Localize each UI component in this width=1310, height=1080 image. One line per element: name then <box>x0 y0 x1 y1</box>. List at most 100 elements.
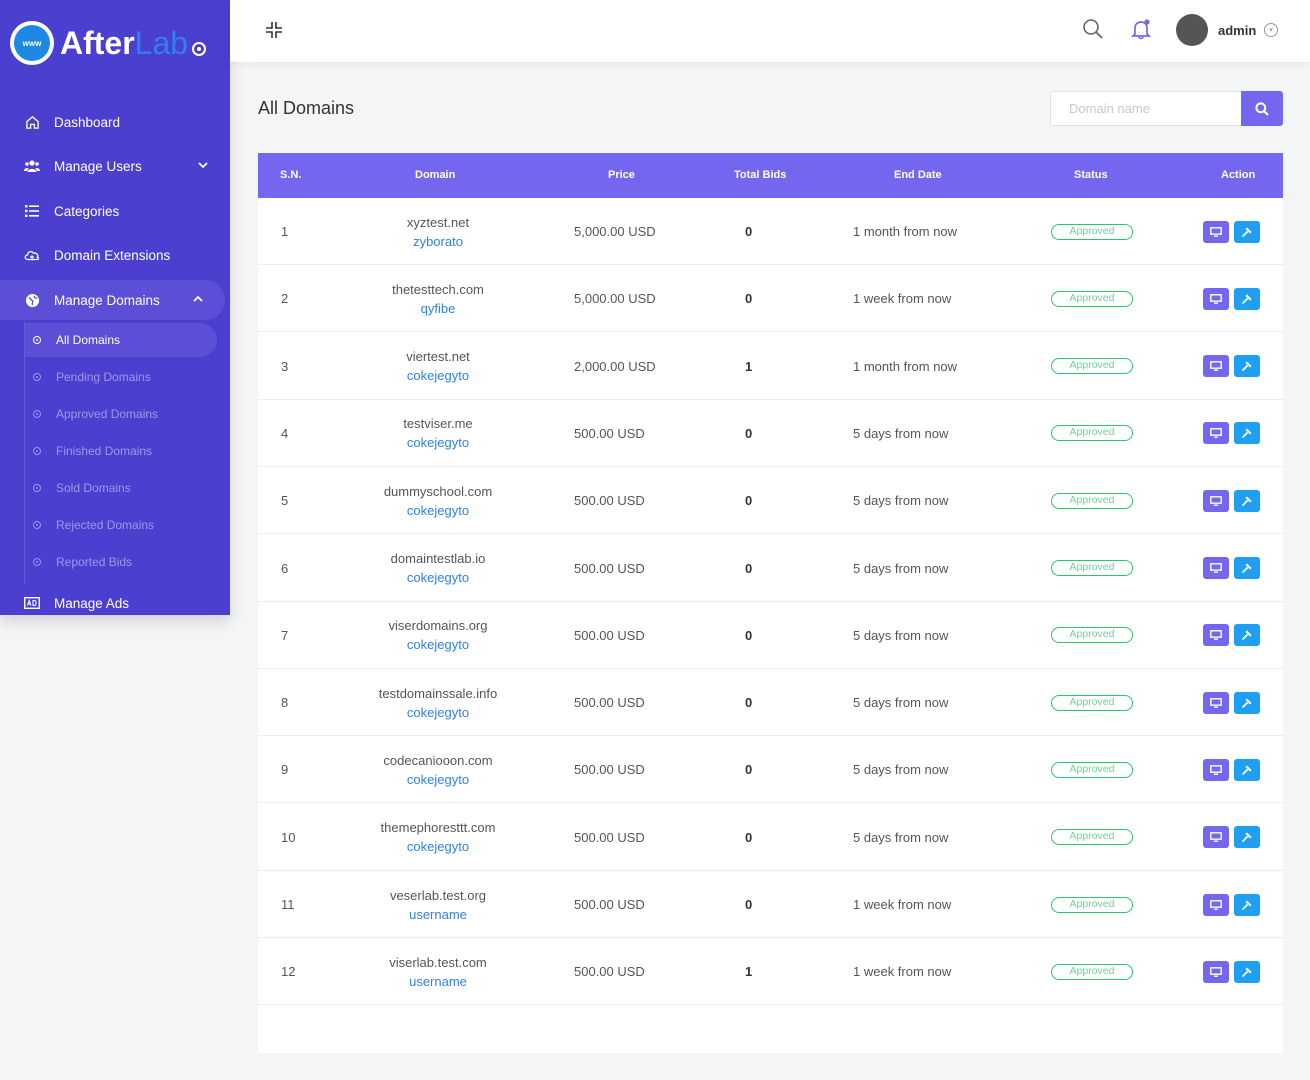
home-icon <box>24 114 40 130</box>
owner-username-link[interactable]: username <box>409 973 467 989</box>
domain-name: domaintestlab.io <box>390 551 486 566</box>
search-button[interactable] <box>1241 91 1283 126</box>
sidebar-subitem-pending-domains[interactable]: Pending Domains <box>25 360 217 394</box>
row-end-date: 1 month from now <box>853 224 958 239</box>
table-row: 12 viserlab.test.com username 500.00 USD… <box>258 938 1283 1006</box>
row-price: 500.00 USD <box>574 897 645 912</box>
monitor-icon <box>1210 495 1222 506</box>
owner-username-link[interactable]: cokejegyto <box>406 502 470 518</box>
row-domain: viserlab.test.com username <box>358 938 518 1005</box>
status-badge: Approved <box>1051 290 1133 307</box>
owner-username-link[interactable]: cokejegyto <box>406 435 470 451</box>
view-details-button[interactable] <box>1203 220 1229 243</box>
row-status: Approved <box>1051 804 1133 871</box>
sidebar-item-dashboard[interactable]: Dashboard <box>0 102 230 142</box>
bid-hammer-button[interactable] <box>1234 893 1260 916</box>
row-status: Approved <box>1051 198 1133 265</box>
bid-hammer-button[interactable] <box>1234 287 1260 310</box>
view-details-button[interactable] <box>1203 624 1229 647</box>
owner-username-link[interactable]: cokejegyto <box>406 704 470 720</box>
sidebar-item-manage-ads[interactable]: Manage Ads <box>0 583 230 623</box>
view-details-button[interactable] <box>1203 422 1229 445</box>
topbar: admin ▾ <box>230 0 1310 62</box>
owner-username-link[interactable]: zyborato <box>413 233 463 249</box>
row-domain: testdomainssale.info cokejegyto <box>358 669 518 736</box>
domains-table: S.N. Domain Price Total Bids End Date St… <box>258 153 1283 1053</box>
row-total-bids: 0 <box>745 425 753 441</box>
row-sn: 5 <box>281 493 289 509</box>
sidebar-subitem-sold-domains[interactable]: Sold Domains <box>25 471 217 505</box>
row-status: Approved <box>1051 400 1133 467</box>
bid-hammer-button[interactable] <box>1234 557 1260 579</box>
collapse-icon[interactable] <box>264 20 284 40</box>
search-icon[interactable] <box>1082 18 1104 40</box>
sidebar-item-categories[interactable]: Categories <box>0 191 230 231</box>
gavel-icon <box>1241 698 1252 708</box>
sidebar-item-manage-users[interactable]: Manage Users <box>0 146 230 186</box>
sidebar-subitem-rejected-domains[interactable]: Rejected Domains <box>25 508 217 542</box>
view-details-button[interactable] <box>1203 287 1229 310</box>
table-row: 1 xyztest.net zyborato 5,000.00 USD 0 1 … <box>258 198 1283 265</box>
owner-username-link[interactable]: cokejegyto <box>406 839 470 855</box>
monitor-icon <box>1210 226 1222 237</box>
avatar[interactable] <box>1176 14 1208 46</box>
owner-username-link[interactable]: cokejegyto <box>406 570 470 585</box>
header-domain: Domain <box>415 169 456 181</box>
row-domain: domaintestlab.io cokejegyto <box>358 535 518 602</box>
view-details-button[interactable] <box>1203 893 1229 916</box>
ad-icon <box>24 595 40 611</box>
view-details-button[interactable] <box>1203 960 1229 983</box>
bid-hammer-button[interactable] <box>1234 691 1260 714</box>
owner-username-link[interactable]: cokejegyto <box>406 368 470 384</box>
row-status: Approved <box>1051 265 1133 332</box>
sidebar: www AfterLab Dashboard Manage Users Cate… <box>0 0 230 615</box>
globe-icon: www <box>10 21 54 65</box>
bid-hammer-button[interactable] <box>1234 624 1260 647</box>
domain-name: viserlab.test.com <box>389 954 487 970</box>
bid-hammer-button[interactable] <box>1234 758 1260 781</box>
row-status: Approved <box>1051 669 1133 736</box>
view-details-button[interactable] <box>1203 557 1229 579</box>
view-details-button[interactable] <box>1203 826 1229 849</box>
sidebar-item-manage-domains[interactable]: Manage Domains <box>0 280 225 320</box>
bid-hammer-button[interactable] <box>1234 355 1260 378</box>
sidebar-subitem-finished-domains[interactable]: Finished Domains <box>25 434 217 468</box>
chevron-down-icon[interactable]: ▾ <box>1264 23 1278 37</box>
status-badge: Approved <box>1051 223 1133 240</box>
row-status: Approved <box>1051 333 1133 400</box>
owner-username-link[interactable]: qyfibe <box>420 300 456 316</box>
brand-logo[interactable]: www AfterLab <box>10 18 207 68</box>
table-row: 3 viertest.net cokejegyto 2,000.00 USD 1… <box>258 333 1283 400</box>
sidebar-subitem-all-domains[interactable]: All Domains <box>25 323 217 357</box>
view-details-button[interactable] <box>1203 355 1229 378</box>
row-end-date: 5 days from now <box>853 695 949 711</box>
owner-username-link[interactable]: cokejegyto <box>406 637 470 653</box>
notification-bell-icon[interactable] <box>1130 18 1152 40</box>
row-actions <box>1203 804 1265 871</box>
row-end-date: 1 month from now <box>853 358 958 374</box>
circle-dot-icon <box>33 410 41 418</box>
sidebar-subitem-approved-domains[interactable]: Approved Domains <box>25 397 217 431</box>
view-details-button[interactable] <box>1203 489 1229 512</box>
domain-search-input[interactable] <box>1050 91 1241 126</box>
row-sn: 4 <box>281 425 289 441</box>
row-price: 500.00 USD <box>574 829 645 845</box>
domain-name: thetesttech.com <box>392 281 484 297</box>
bid-hammer-button[interactable] <box>1234 826 1260 849</box>
row-price: 500.00 USD <box>574 627 645 643</box>
bid-hammer-button[interactable] <box>1234 960 1260 983</box>
bid-hammer-button[interactable] <box>1234 489 1260 512</box>
circle-dot-icon <box>33 521 41 529</box>
table-row: 9 codecaniooon.com cokejegyto 500.00 USD… <box>258 736 1283 804</box>
view-details-button[interactable] <box>1203 758 1229 781</box>
bid-hammer-button[interactable] <box>1234 422 1260 445</box>
user-name[interactable]: admin <box>1218 23 1257 38</box>
row-status: Approved <box>1051 938 1133 1005</box>
view-details-button[interactable] <box>1203 691 1229 714</box>
bid-hammer-button[interactable] <box>1234 220 1260 243</box>
owner-username-link[interactable]: cokejegyto <box>406 771 470 787</box>
sidebar-subitem-reported-bids[interactable]: Reported Bids <box>25 545 217 579</box>
owner-username-link[interactable]: username <box>409 906 467 922</box>
sidebar-item-domain-extensions[interactable]: Domain Extensions <box>0 235 230 275</box>
page-title: All Domains <box>258 98 355 118</box>
